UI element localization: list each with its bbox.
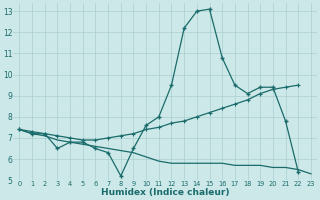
X-axis label: Humidex (Indice chaleur): Humidex (Indice chaleur)	[101, 188, 229, 197]
